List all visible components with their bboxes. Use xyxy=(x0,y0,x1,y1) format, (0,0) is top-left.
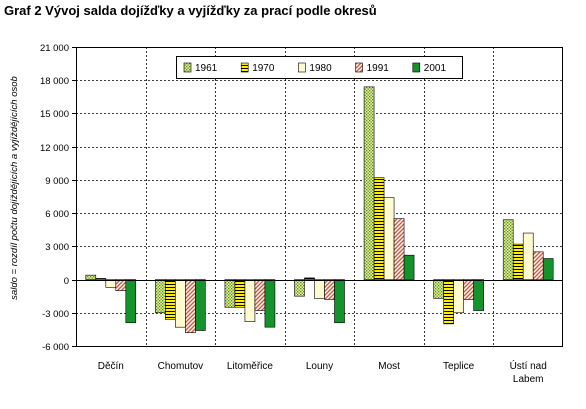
legend-swatch-1961 xyxy=(183,62,192,73)
x-tick-label: Louny xyxy=(306,361,333,372)
legend-label-2001: 2001 xyxy=(424,63,447,74)
legend-box xyxy=(176,56,463,79)
bar-1970-3 xyxy=(304,277,315,280)
y-tick-label: -6 000 xyxy=(42,342,69,353)
y-tick-labels: 21 000 18 000 15 000 12 000 9 000 6 000 3 000 0… xyxy=(40,43,69,353)
gridlines xyxy=(76,47,563,346)
y-tick-label: 0 xyxy=(64,276,69,287)
bar-1991-3 xyxy=(324,279,335,300)
y-tick-label: 21 000 xyxy=(40,43,69,54)
y-tick-label: 12 000 xyxy=(40,143,69,154)
x-tick-label: Chomutov xyxy=(158,361,204,372)
bar-1970-6 xyxy=(512,243,524,280)
bar-1961-3 xyxy=(294,279,305,297)
chart-title: Graf 2 Vývoj salda dojížďky a vyjížďky z… xyxy=(4,3,377,18)
y-tick-label: 6 000 xyxy=(45,209,69,220)
axes xyxy=(72,47,563,347)
bar-1961-1 xyxy=(155,279,166,314)
bar-1980-1 xyxy=(175,279,186,328)
bar-1980-2 xyxy=(244,279,256,322)
legend-swatch-1980 xyxy=(298,62,306,73)
bar-1991-2 xyxy=(254,279,266,311)
y-tick-label: 9 000 xyxy=(45,176,69,187)
x-tick-label: Ústí nad xyxy=(510,359,547,372)
legend: 1961 1970 1980 1991 2001 xyxy=(176,56,463,79)
bar-2001-2 xyxy=(264,279,276,328)
bar-1980-5 xyxy=(453,279,464,314)
bars xyxy=(85,86,554,334)
bar-1961-5 xyxy=(433,279,444,299)
bar-1970-1 xyxy=(165,279,176,320)
bar-1970-5 xyxy=(443,279,454,325)
bar-1991-4 xyxy=(393,218,405,280)
bar-1961-4 xyxy=(363,86,375,280)
legend-label-1970: 1970 xyxy=(252,63,275,74)
bar-1970-0 xyxy=(95,278,107,280)
x-tick-label: Labem xyxy=(513,374,544,385)
bar-1970-4 xyxy=(373,177,385,280)
x-tick-labels: Děčín Chomutov Litoměřice Louny Most Teplice Ú… xyxy=(98,359,547,385)
bar-2001-6 xyxy=(542,258,554,280)
bar-1991-0 xyxy=(115,279,127,291)
bar-2001-5 xyxy=(473,279,484,311)
legend-swatch-1991 xyxy=(355,62,363,73)
x-tick-label: Teplice xyxy=(443,361,475,372)
x-tick-label: Děčín xyxy=(98,361,124,372)
bar-1961-0 xyxy=(85,274,97,280)
legend-swatch-2001 xyxy=(412,62,421,73)
bar-1961-2 xyxy=(224,279,236,308)
bar-1980-6 xyxy=(522,232,534,280)
bar-1991-5 xyxy=(463,279,474,300)
bar-1980-3 xyxy=(314,279,325,299)
bar-1970-2 xyxy=(234,279,246,308)
bar-1991-1 xyxy=(185,279,196,334)
x-tick-label: Most xyxy=(378,361,400,372)
bar-2001-1 xyxy=(195,279,206,331)
y-tick-label: 3 000 xyxy=(45,242,69,253)
bar-1961-6 xyxy=(502,219,514,280)
bar-1980-4 xyxy=(383,197,395,280)
y-tick-label: 15 000 xyxy=(40,109,69,120)
y-axis-title: saldo = rozdíl počtu dojíždějících a vyj… xyxy=(9,76,20,300)
bar-2001-4 xyxy=(403,254,415,280)
legend-label-1980: 1980 xyxy=(309,63,332,74)
y-tick-label: -3 000 xyxy=(42,309,69,320)
legend-label-1991: 1991 xyxy=(367,63,390,74)
bar-2001-3 xyxy=(334,279,345,324)
y-tick-label: 18 000 xyxy=(40,76,69,87)
bar-1991-6 xyxy=(532,251,544,280)
bar-2001-0 xyxy=(125,279,137,324)
legend-swatch-1970 xyxy=(240,62,249,73)
x-tick-label: Litoměřice xyxy=(227,361,274,372)
legend-label-1961: 1961 xyxy=(195,63,218,74)
